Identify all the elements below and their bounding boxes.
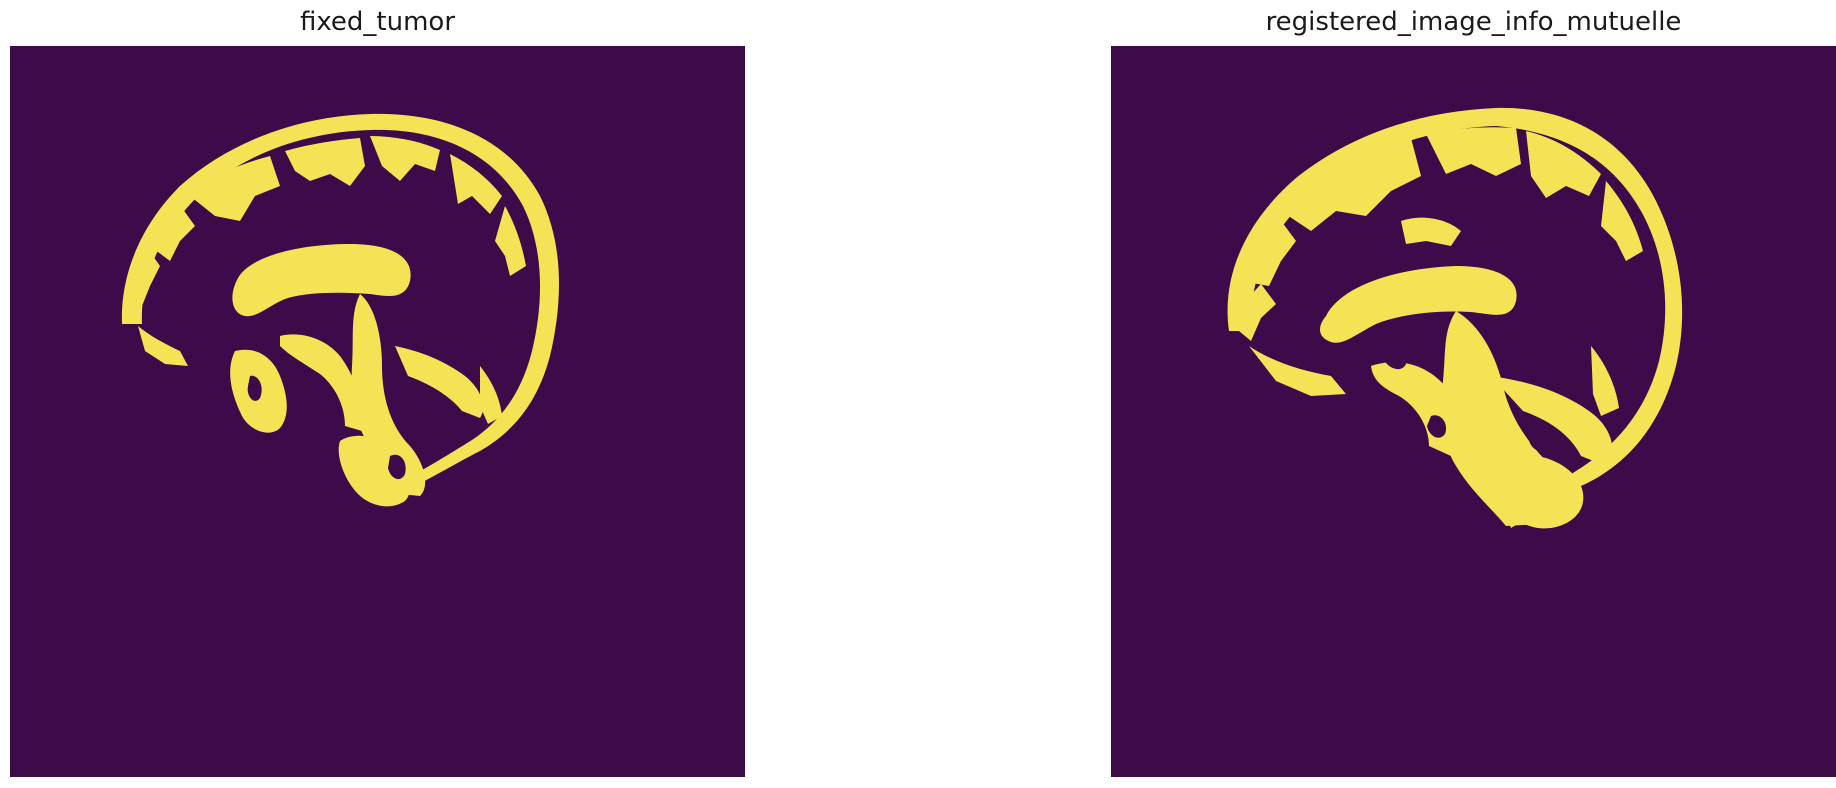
panel-title: registered_image_info_mutuelle [1265,7,1682,37]
panel-registered-image: registered_image_info_mutuelle [1111,0,1836,788]
panel-fixed-tumor: fixed_tumor [10,0,745,788]
brain-mask-image [10,46,745,777]
panel-title: fixed_tumor [299,7,456,37]
brain-mask-image [1111,46,1836,777]
